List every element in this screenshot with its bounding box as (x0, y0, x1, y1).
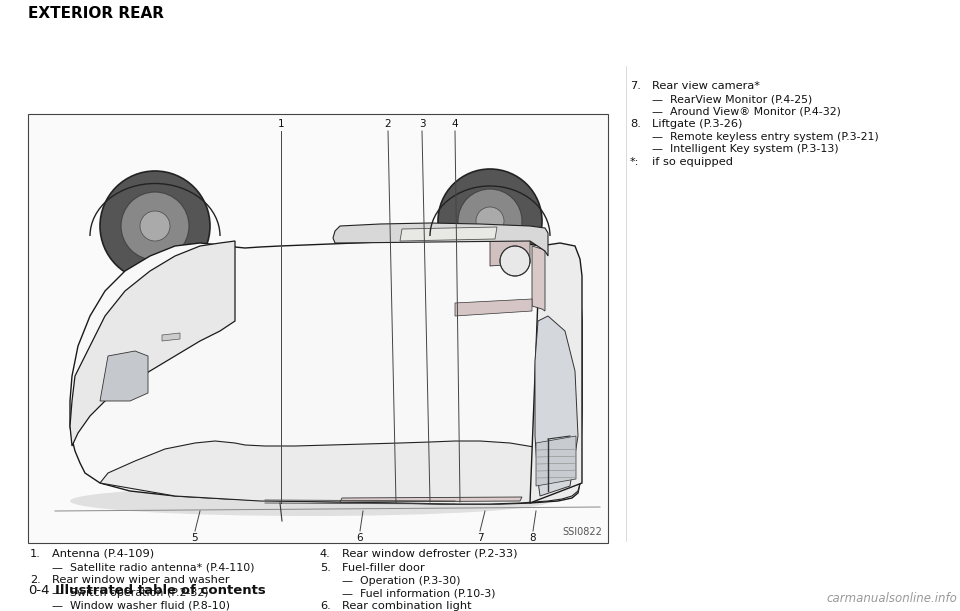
Text: 1.: 1. (30, 549, 41, 559)
Text: Illustrated table of contents: Illustrated table of contents (55, 584, 266, 597)
Text: Fuel-filler door: Fuel-filler door (342, 563, 424, 573)
Circle shape (140, 211, 170, 241)
Text: —  Window washer fluid (P.8-10): — Window washer fluid (P.8-10) (52, 600, 230, 610)
Circle shape (100, 171, 210, 281)
Text: —  Operation (P.3-30): — Operation (P.3-30) (342, 576, 461, 586)
Text: 1: 1 (277, 119, 284, 129)
Text: 7.: 7. (630, 81, 641, 91)
Text: 6.: 6. (320, 601, 331, 611)
Polygon shape (70, 239, 582, 504)
Text: 0-4: 0-4 (28, 584, 50, 597)
Text: Rear window defroster (P.2-33): Rear window defroster (P.2-33) (342, 549, 517, 559)
Polygon shape (455, 299, 532, 316)
Text: 5.: 5. (320, 563, 331, 573)
Polygon shape (333, 223, 548, 256)
Text: 8.: 8. (630, 119, 641, 129)
Polygon shape (100, 351, 148, 401)
Text: 5: 5 (192, 533, 199, 543)
Text: —  Intelligent Key system (P.3-13): — Intelligent Key system (P.3-13) (652, 144, 839, 154)
Ellipse shape (70, 486, 550, 516)
Circle shape (121, 192, 189, 260)
Bar (28, 114, 608, 543)
Text: —  Satellite radio antenna* (P.4-110): — Satellite radio antenna* (P.4-110) (52, 562, 254, 572)
Text: 8: 8 (530, 533, 537, 543)
Text: Antenna (P.4-109): Antenna (P.4-109) (52, 549, 155, 559)
Polygon shape (536, 436, 576, 486)
Text: —  RearView Monitor (P.4-25): — RearView Monitor (P.4-25) (652, 94, 812, 104)
Polygon shape (100, 441, 580, 504)
Text: 4: 4 (452, 119, 458, 129)
Polygon shape (70, 241, 235, 446)
Circle shape (500, 246, 530, 276)
Polygon shape (162, 333, 180, 341)
Text: 2.: 2. (30, 575, 40, 585)
Text: 2: 2 (385, 119, 392, 129)
Text: 6: 6 (357, 533, 363, 543)
Text: 7: 7 (477, 533, 483, 543)
Polygon shape (400, 227, 497, 241)
Text: SSI0822: SSI0822 (563, 527, 602, 537)
Polygon shape (340, 497, 522, 502)
Text: —  Around View® Monitor (P.4-32): — Around View® Monitor (P.4-32) (652, 106, 841, 116)
Text: —  Remote keyless entry system (P.3-21): — Remote keyless entry system (P.3-21) (652, 132, 878, 142)
Text: EXTERIOR REAR: EXTERIOR REAR (28, 6, 164, 21)
Text: if so equipped: if so equipped (652, 157, 733, 167)
Text: —  Fuel information (P.10-3): — Fuel information (P.10-3) (342, 588, 495, 598)
Text: Rear window wiper and washer: Rear window wiper and washer (52, 575, 229, 585)
Circle shape (476, 207, 504, 235)
Circle shape (458, 189, 522, 253)
Circle shape (438, 169, 542, 273)
Text: carmanualsonline.info: carmanualsonline.info (827, 592, 957, 605)
Text: 3: 3 (419, 119, 425, 129)
Text: Rear combination light: Rear combination light (342, 601, 471, 611)
Polygon shape (535, 316, 578, 496)
Text: —  Switch operation (P.2-32): — Switch operation (P.2-32) (52, 588, 208, 598)
Text: Liftgate (P.3-26): Liftgate (P.3-26) (652, 119, 742, 129)
Polygon shape (532, 246, 545, 311)
Polygon shape (490, 236, 530, 266)
Bar (340, 353, 362, 371)
Polygon shape (530, 243, 582, 503)
Text: 4.: 4. (320, 549, 331, 559)
Text: *:: *: (630, 157, 639, 167)
Text: Rear view camera*: Rear view camera* (652, 81, 760, 91)
